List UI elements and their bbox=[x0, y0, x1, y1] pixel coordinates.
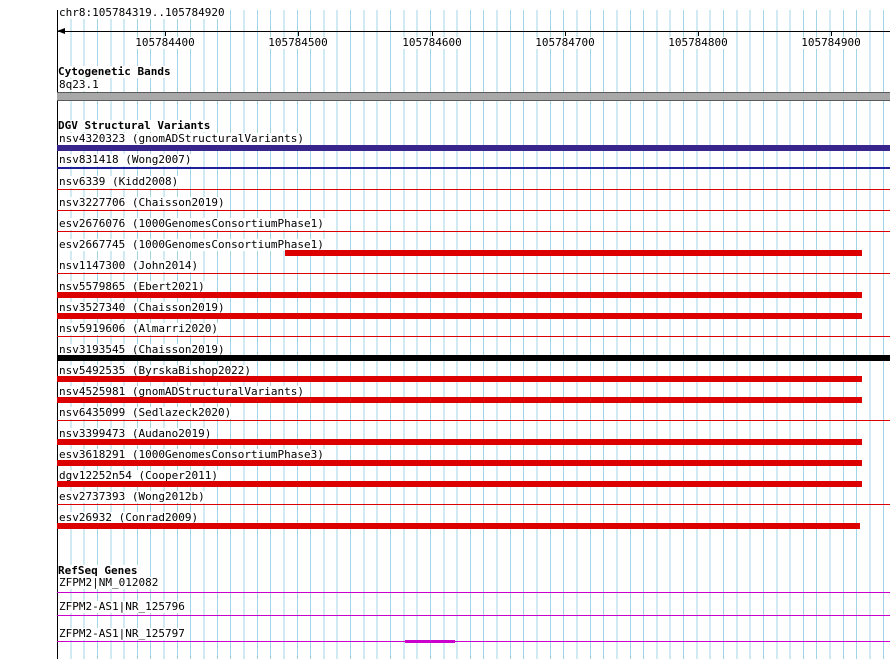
variant-bar[interactable] bbox=[57, 189, 890, 190]
gene-label[interactable]: ZFPM2|NM_012082 bbox=[58, 577, 163, 589]
variant-bar[interactable] bbox=[57, 273, 890, 274]
variant-bar[interactable] bbox=[57, 504, 890, 505]
variant-label[interactable]: nsv5919606 (Almarri2020) bbox=[58, 323, 222, 335]
variant-label[interactable]: nsv831418 (Wong2007) bbox=[58, 154, 196, 166]
variant-bar[interactable] bbox=[57, 336, 890, 337]
variant-bar[interactable] bbox=[57, 397, 862, 403]
variant-label[interactable]: nsv5579865 (Ebert2021) bbox=[58, 281, 209, 293]
dgv-section-header: DGV Structural Variants bbox=[58, 120, 215, 132]
variant-bar[interactable] bbox=[57, 210, 890, 211]
variant-label[interactable]: nsv6339 (Kidd2008) bbox=[58, 176, 183, 188]
variant-bar[interactable] bbox=[57, 376, 862, 382]
cytobands-section-header: Cytogenetic Bands bbox=[58, 66, 175, 78]
ruler-tick-label: 105784800 bbox=[666, 36, 730, 49]
ruler-tick bbox=[831, 31, 832, 36]
variant-label[interactable]: nsv3527340 (Chaisson2019) bbox=[58, 302, 229, 314]
refseq-section-header: RefSeq Genes bbox=[58, 565, 142, 577]
gene-exon[interactable] bbox=[405, 640, 455, 643]
variant-label[interactable]: nsv4320323 (gnomADStructuralVariants) bbox=[58, 133, 309, 145]
variant-bar[interactable] bbox=[57, 292, 862, 298]
variant-bar[interactable] bbox=[57, 481, 862, 487]
cytoband-label: 8q23.1 bbox=[58, 79, 103, 91]
variant-label[interactable]: esv2737393 (Wong2012b) bbox=[58, 491, 209, 503]
ruler-tick-label: 105784400 bbox=[133, 36, 197, 49]
region-title: chr8:105784319..105784920 bbox=[59, 7, 228, 19]
variant-label[interactable]: nsv3227706 (Chaisson2019) bbox=[58, 197, 229, 209]
ruler-left-arrow-icon bbox=[57, 28, 65, 34]
ruler-tick-label: 105784700 bbox=[533, 36, 597, 49]
variant-label[interactable]: nsv3399473 (Audano2019) bbox=[58, 428, 216, 440]
variant-label[interactable]: dgv12252n54 (Cooper2011) bbox=[58, 470, 222, 482]
gene-line[interactable] bbox=[57, 592, 890, 593]
ruler-tick-label: 105784900 bbox=[799, 36, 863, 49]
gene-line[interactable] bbox=[57, 641, 890, 642]
plot-left-edge-line bbox=[57, 10, 58, 659]
gene-line[interactable] bbox=[57, 615, 890, 616]
variant-bar[interactable] bbox=[57, 439, 862, 445]
ruler-tick-label: 105784600 bbox=[400, 36, 464, 49]
variant-bar[interactable] bbox=[57, 313, 862, 319]
variant-label[interactable]: esv2667745 (1000GenomesConsortiumPhase1) bbox=[58, 239, 328, 251]
variant-label[interactable]: nsv1147300 (John2014) bbox=[58, 260, 203, 272]
variant-label[interactable]: nsv3193545 (Chaisson2019) bbox=[58, 344, 229, 356]
variant-bar[interactable] bbox=[57, 460, 862, 466]
ruler-tick-label: 105784500 bbox=[266, 36, 330, 49]
ruler-tick bbox=[165, 31, 166, 36]
variant-bar[interactable] bbox=[57, 167, 890, 169]
variant-bar[interactable] bbox=[57, 355, 890, 361]
variant-bar[interactable] bbox=[57, 523, 860, 529]
variant-label[interactable]: nsv4525981 (gnomADStructuralVariants) bbox=[58, 386, 309, 398]
variant-label[interactable]: esv26932 (Conrad2009) bbox=[58, 512, 203, 524]
variant-label[interactable]: esv3618291 (1000GenomesConsortiumPhase3) bbox=[58, 449, 328, 461]
variant-bar[interactable] bbox=[57, 145, 890, 151]
ruler-tick bbox=[565, 31, 566, 36]
variant-label[interactable]: nsv6435099 (Sedlazeck2020) bbox=[58, 407, 236, 419]
gene-label[interactable]: ZFPM2-AS1|NR_125797 bbox=[58, 628, 189, 640]
variant-bar[interactable] bbox=[285, 250, 862, 256]
ruler-tick bbox=[298, 31, 299, 36]
gene-label[interactable]: ZFPM2-AS1|NR_125796 bbox=[58, 601, 189, 613]
ruler-tick bbox=[698, 31, 699, 36]
variant-bar[interactable] bbox=[57, 420, 890, 421]
variant-label[interactable]: esv2676076 (1000GenomesConsortiumPhase1) bbox=[58, 218, 328, 230]
ruler-line bbox=[57, 31, 890, 32]
variant-bar[interactable] bbox=[57, 231, 890, 232]
cytoband-bar[interactable] bbox=[57, 92, 890, 101]
variant-label[interactable]: nsv5492535 (ByrskaBishop2022) bbox=[58, 365, 256, 377]
ruler-tick bbox=[432, 31, 433, 36]
